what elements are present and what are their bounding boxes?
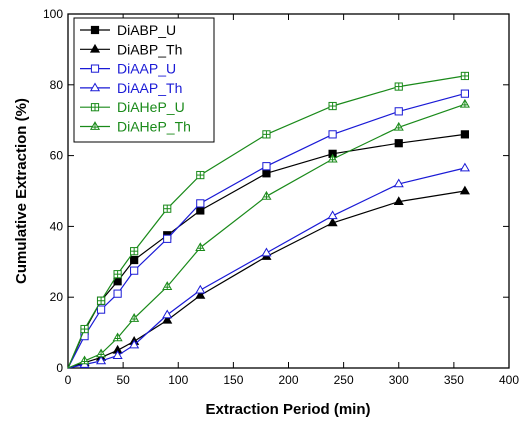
x-tick-label: 350 — [444, 373, 464, 387]
data-point — [129, 313, 140, 322]
data-point — [394, 107, 403, 116]
x-tick-label: 50 — [116, 373, 130, 387]
data-point — [327, 217, 338, 227]
y-tick-label: 80 — [50, 78, 64, 92]
data-point — [393, 121, 404, 131]
x-axis-title: Extraction Period (min) — [205, 401, 370, 418]
data-point — [460, 130, 469, 139]
data-point — [327, 153, 338, 163]
data-point — [196, 206, 205, 215]
legend-item: DiABP_Th — [80, 41, 182, 57]
legend-label: DiAAP_Th — [117, 80, 182, 96]
legend-marker — [89, 43, 101, 53]
series-diahep-th — [67, 98, 470, 369]
data-point — [79, 355, 90, 365]
data-point — [459, 98, 470, 108]
x-tick-label: 250 — [334, 373, 354, 387]
data-point — [96, 348, 107, 358]
data-point — [460, 71, 469, 81]
series-diahep-u — [67, 71, 469, 369]
x-axis: 0 50 100 150 200 250 300 350 400 — [65, 14, 519, 387]
data-point — [96, 305, 106, 314]
y-axis: 0 20 40 60 80 100 — [43, 7, 509, 375]
legend-marker — [89, 121, 101, 130]
series-layer — [67, 71, 470, 369]
data-point — [393, 196, 404, 205]
data-point — [262, 162, 271, 171]
x-tick-label: 100 — [168, 373, 188, 387]
data-point — [96, 296, 106, 305]
data-point — [327, 210, 338, 220]
legend-marker — [90, 64, 100, 73]
legend-label: DiABP_U — [117, 22, 176, 38]
legend-item: DiABP_U — [80, 22, 176, 38]
legend-marker — [89, 82, 101, 92]
legend-label: DiAHeP_U — [117, 99, 185, 115]
legend-marker — [90, 25, 100, 35]
data-point — [261, 247, 272, 257]
y-tick-label: 100 — [43, 7, 63, 21]
x-tick-label: 300 — [389, 373, 409, 387]
y-tick-label: 40 — [50, 219, 64, 233]
legend-label: DiABP_Th — [117, 41, 182, 57]
data-point — [162, 314, 173, 324]
legend-marker — [90, 103, 100, 112]
data-point — [394, 139, 403, 148]
data-point — [130, 255, 139, 265]
legend-label: DiAHeP_Th — [117, 119, 191, 135]
data-point — [195, 284, 206, 294]
data-point — [112, 350, 123, 359]
data-point — [163, 234, 172, 243]
data-point — [394, 82, 403, 91]
y-tick-label: 60 — [50, 149, 64, 163]
data-point — [196, 170, 205, 180]
data-point — [113, 270, 122, 279]
legend: DiABP_U DiABP_Th DiAAP_U DiAAP_Th DiAHeP_U Di… — [73, 17, 215, 143]
data-point — [196, 199, 205, 208]
data-point — [80, 324, 89, 334]
legend-item: DiAHeP_U — [80, 99, 185, 115]
data-point — [195, 290, 206, 299]
data-point — [262, 130, 271, 139]
data-point — [328, 101, 337, 111]
data-point — [459, 162, 470, 172]
x-tick-label: 0 — [65, 373, 72, 387]
series-diaap-u — [67, 89, 469, 369]
x-tick-label: 400 — [499, 373, 519, 387]
legend-item: DiAHeP_Th — [80, 119, 191, 135]
x-tick-label: 150 — [223, 373, 243, 387]
data-point — [195, 242, 206, 252]
y-tick-label: 0 — [56, 361, 63, 375]
data-point — [112, 332, 123, 342]
data-point — [129, 339, 140, 349]
data-point — [459, 185, 470, 195]
legend-item: DiAAP_Th — [80, 80, 182, 96]
y-axis-title: Cumulative Extraction (%) — [13, 98, 30, 284]
legend-item: DiAAP_U — [80, 61, 176, 77]
data-point — [130, 247, 139, 256]
data-point — [328, 130, 337, 139]
data-point — [262, 169, 271, 178]
data-point — [96, 355, 107, 365]
data-point — [162, 281, 173, 290]
series-diaap-th — [67, 162, 470, 369]
data-point — [130, 266, 139, 275]
data-point — [393, 178, 404, 188]
legend-label: DiAAP_U — [117, 61, 176, 77]
data-point — [162, 309, 173, 319]
data-point — [460, 89, 469, 98]
legend-box — [73, 17, 215, 143]
y-tick-label: 20 — [50, 290, 64, 304]
x-tick-label: 200 — [278, 373, 298, 387]
data-point — [261, 190, 272, 200]
data-point — [113, 289, 122, 298]
data-point — [163, 204, 172, 213]
